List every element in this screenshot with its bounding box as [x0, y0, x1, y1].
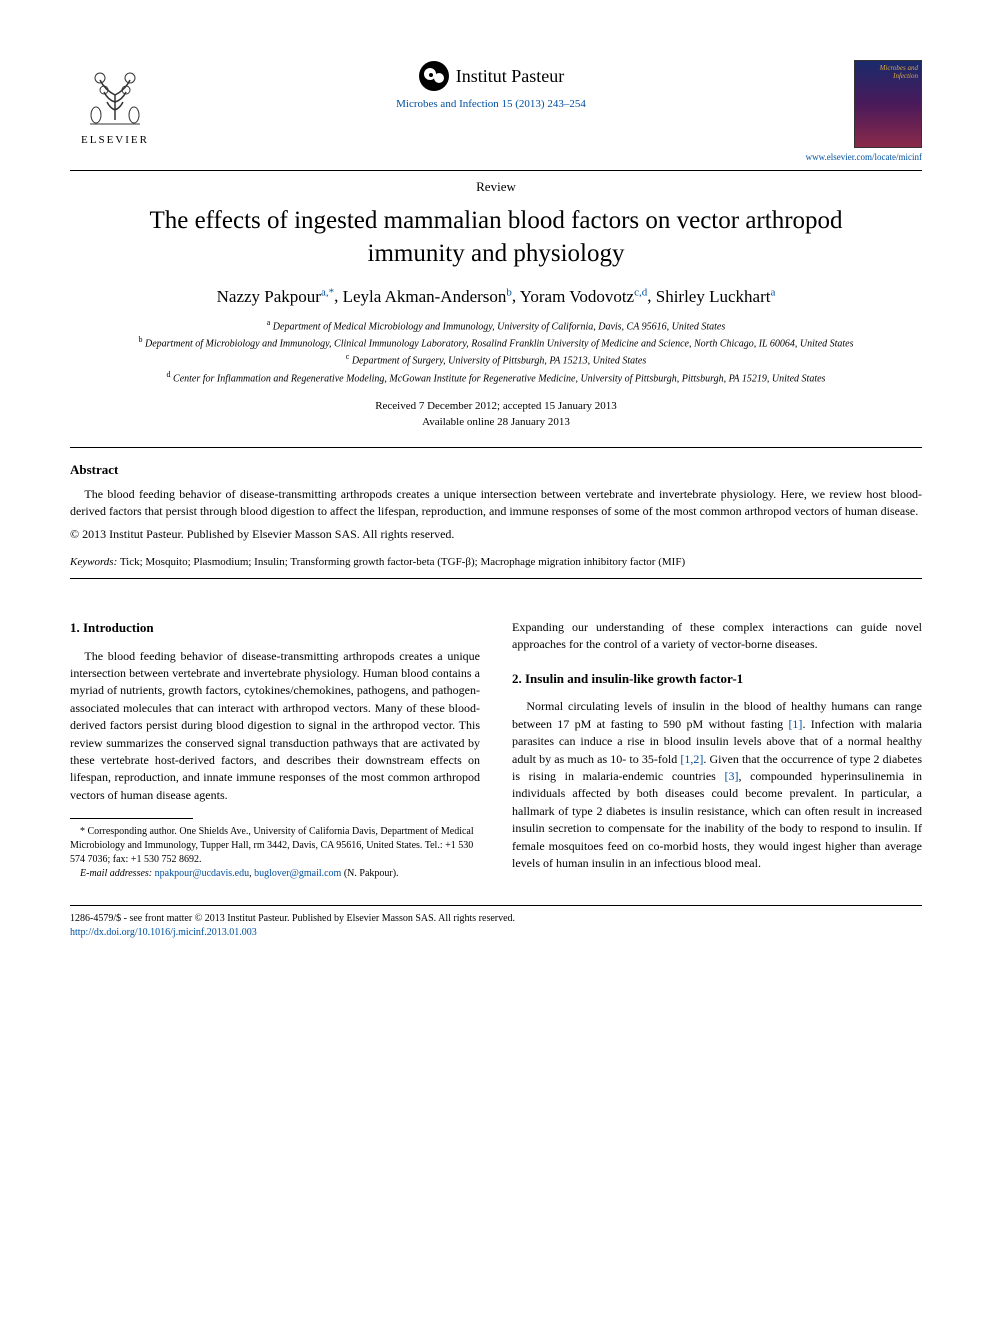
affiliation: c Department of Surgery, University of P…	[90, 351, 902, 368]
intro-paragraph: The blood feeding behavior of disease-tr…	[70, 648, 480, 805]
sec2-paragraph: Normal circulating levels of insulin in …	[512, 698, 922, 872]
keywords: Keywords: Tick; Mosquito; Plasmodium; In…	[70, 556, 922, 568]
author: Shirley Luckharta	[656, 287, 776, 306]
email-line: E-mail addresses: npakpour@ucdavis.edu, …	[70, 867, 480, 881]
affiliations: a Department of Medical Microbiology and…	[90, 317, 902, 386]
email-tail: (N. Pakpour).	[341, 868, 398, 879]
author: Yoram Vodovotzc,d	[520, 287, 647, 306]
email-link[interactable]: npakpour@ucdavis.edu	[155, 868, 249, 879]
received-accepted-date: Received 7 December 2012; accepted 15 Ja…	[70, 398, 922, 415]
doi-link[interactable]: http://dx.doi.org/10.1016/j.micinf.2013.…	[70, 927, 257, 938]
affiliation: b Department of Microbiology and Immunol…	[90, 334, 902, 351]
footnotes: * Corresponding author. One Shields Ave.…	[70, 825, 480, 881]
abstract-bottom-rule	[70, 578, 922, 579]
article-title: The effects of ingested mammalian blood …	[100, 205, 892, 270]
journal-reference: Microbes and Infection 15 (2013) 243–254	[396, 98, 586, 110]
citation-link[interactable]: [1,2]	[680, 752, 703, 766]
affiliation: d Center for Inflammation and Regenerati…	[90, 369, 902, 386]
footer: 1286-4579/$ - see front matter © 2013 In…	[70, 912, 922, 940]
abstract-text: The blood feeding behavior of disease-tr…	[70, 486, 922, 521]
abstract-section: Abstract The blood feeding behavior of d…	[70, 462, 922, 542]
section-heading-intro: 1. Introduction	[70, 619, 480, 638]
page-header: ELSEVIER Institut Pasteur Microbes and I…	[70, 60, 922, 162]
publication-dates: Received 7 December 2012; accepted 15 Ja…	[70, 398, 922, 431]
email-link[interactable]: buglover@gmail.com	[254, 868, 341, 879]
author: Nazzy Pakpoura,*	[217, 287, 334, 306]
journal-center-block: Institut Pasteur Microbes and Infection …	[160, 60, 822, 110]
author: Leyla Akman-Andersonb	[343, 287, 512, 306]
pasteur-logo: Institut Pasteur	[418, 60, 565, 92]
email-label: E-mail addresses:	[80, 868, 152, 879]
article-type: Review	[70, 179, 922, 195]
affiliation: a Department of Medical Microbiology and…	[90, 317, 902, 334]
footer-separator	[70, 905, 922, 906]
corresponding-author-note: * Corresponding author. One Shields Ave.…	[70, 825, 480, 867]
citation-link[interactable]: [3]	[724, 769, 738, 783]
journal-homepage-link[interactable]: www.elsevier.com/locate/micinf	[806, 152, 922, 162]
citation-link[interactable]: [1]	[788, 717, 802, 731]
footnote-separator	[70, 818, 193, 819]
header-rule	[70, 170, 922, 171]
abstract-copyright: © 2013 Institut Pasteur. Published by El…	[70, 527, 922, 542]
journal-cover-block: Microbes and Infection www.elsevier.com/…	[822, 60, 922, 162]
intro-continuation: Expanding our understanding of these com…	[512, 619, 922, 654]
elsevier-tree-icon	[80, 60, 150, 130]
left-column: 1. Introduction The blood feeding behavi…	[70, 619, 480, 881]
abstract-top-rule	[70, 447, 922, 448]
journal-cover-title: Microbes and Infection	[855, 64, 918, 80]
author-list: Nazzy Pakpoura,*, Leyla Akman-Andersonb,…	[70, 286, 922, 307]
abstract-heading: Abstract	[70, 462, 922, 478]
body-columns: 1. Introduction The blood feeding behavi…	[70, 619, 922, 881]
pasteur-icon	[418, 60, 450, 92]
right-column: Expanding our understanding of these com…	[512, 619, 922, 881]
journal-cover-thumbnail: Microbes and Infection	[854, 60, 922, 148]
elsevier-label: ELSEVIER	[81, 134, 149, 146]
section-heading-insulin: 2. Insulin and insulin-like growth facto…	[512, 670, 922, 689]
front-matter-line: 1286-4579/$ - see front matter © 2013 In…	[70, 912, 922, 926]
pasteur-label: Institut Pasteur	[456, 66, 565, 87]
elsevier-logo-block: ELSEVIER	[70, 60, 160, 146]
keywords-label: Keywords:	[70, 556, 117, 568]
online-date: Available online 28 January 2013	[70, 414, 922, 431]
keywords-text: Tick; Mosquito; Plasmodium; Insulin; Tra…	[117, 556, 685, 568]
